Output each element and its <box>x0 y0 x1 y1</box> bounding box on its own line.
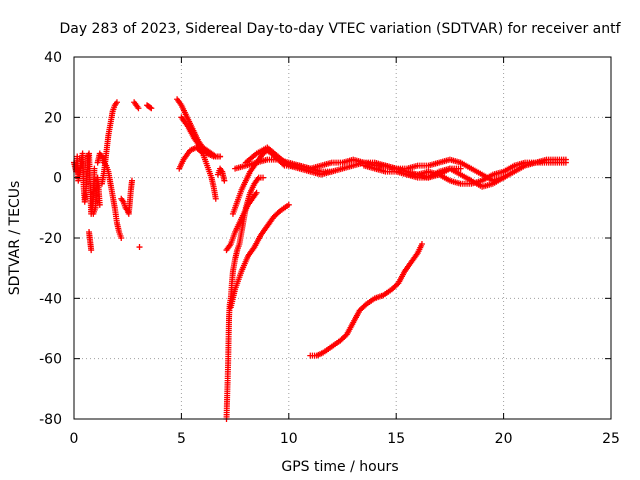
y-tick-label: -80 <box>39 412 62 428</box>
x-tick-label: 0 <box>70 431 79 447</box>
series-arc-6 <box>118 177 135 217</box>
y-tick-label: -40 <box>39 291 62 307</box>
data-point <box>275 209 282 216</box>
data-point <box>260 174 267 181</box>
series-arc-12 <box>176 144 219 202</box>
data-point <box>212 195 219 202</box>
y-tick-label: 20 <box>44 110 62 126</box>
series-arc-8 <box>136 244 143 251</box>
x-tick-label: 15 <box>387 431 405 447</box>
series-arc-7 <box>131 99 142 112</box>
x-tick-labels: 0 5 10 15 20 25 <box>70 431 620 447</box>
data-point <box>457 165 464 172</box>
data-point <box>96 201 103 208</box>
series-arc-19 <box>242 144 335 178</box>
series-arc-3 <box>90 174 103 217</box>
data-point <box>148 105 155 112</box>
data-point <box>217 153 224 160</box>
data-point <box>221 177 228 184</box>
x-tick-label: 20 <box>495 431 513 447</box>
series-arc-5 <box>98 99 120 187</box>
y-tick-label: 0 <box>53 171 62 187</box>
y-tick-label: -60 <box>39 352 62 368</box>
series-arc-16 <box>227 201 292 311</box>
data-point <box>328 168 335 175</box>
data-points-layer <box>71 96 569 422</box>
data-point <box>253 189 260 196</box>
data-point <box>500 174 507 181</box>
data-point <box>562 159 569 166</box>
series-arc-1 <box>71 150 98 217</box>
y-tick-label: -20 <box>39 231 62 247</box>
x-tick-label: 5 <box>177 431 186 447</box>
series-arc-13 <box>214 165 228 184</box>
series-arc-9 <box>144 102 155 112</box>
data-point <box>361 302 368 309</box>
data-point <box>128 177 135 184</box>
series-arc-2 <box>86 228 95 254</box>
data-point <box>88 247 95 254</box>
x-tick-label: 10 <box>280 431 298 447</box>
series-arc-18 <box>232 156 569 184</box>
data-point <box>113 99 120 106</box>
data-point <box>198 149 205 156</box>
series-arc-15 <box>223 189 260 254</box>
x-axis-title: GPS time / hours <box>281 459 398 475</box>
y-tick-label: 40 <box>44 50 62 66</box>
series-arc-21 <box>403 165 507 190</box>
y-tick-labels: -80 -60 -40 -20 0 20 40 <box>39 50 62 428</box>
data-point <box>285 201 292 208</box>
y-axis-title: SDTVAR / TECUs <box>7 181 23 296</box>
data-point <box>118 235 125 241</box>
data-point <box>147 104 154 111</box>
x-tick-label: 25 <box>602 431 620 447</box>
data-point <box>136 244 143 251</box>
grid-layer <box>74 57 611 419</box>
series-arc-22 <box>307 241 425 359</box>
ticks-layer <box>73 56 612 420</box>
chart-title: Day 283 of 2023, Sidereal Day-to-day VTE… <box>59 21 621 37</box>
data-point <box>135 105 142 112</box>
data-point <box>418 241 425 248</box>
data-point <box>91 165 98 172</box>
